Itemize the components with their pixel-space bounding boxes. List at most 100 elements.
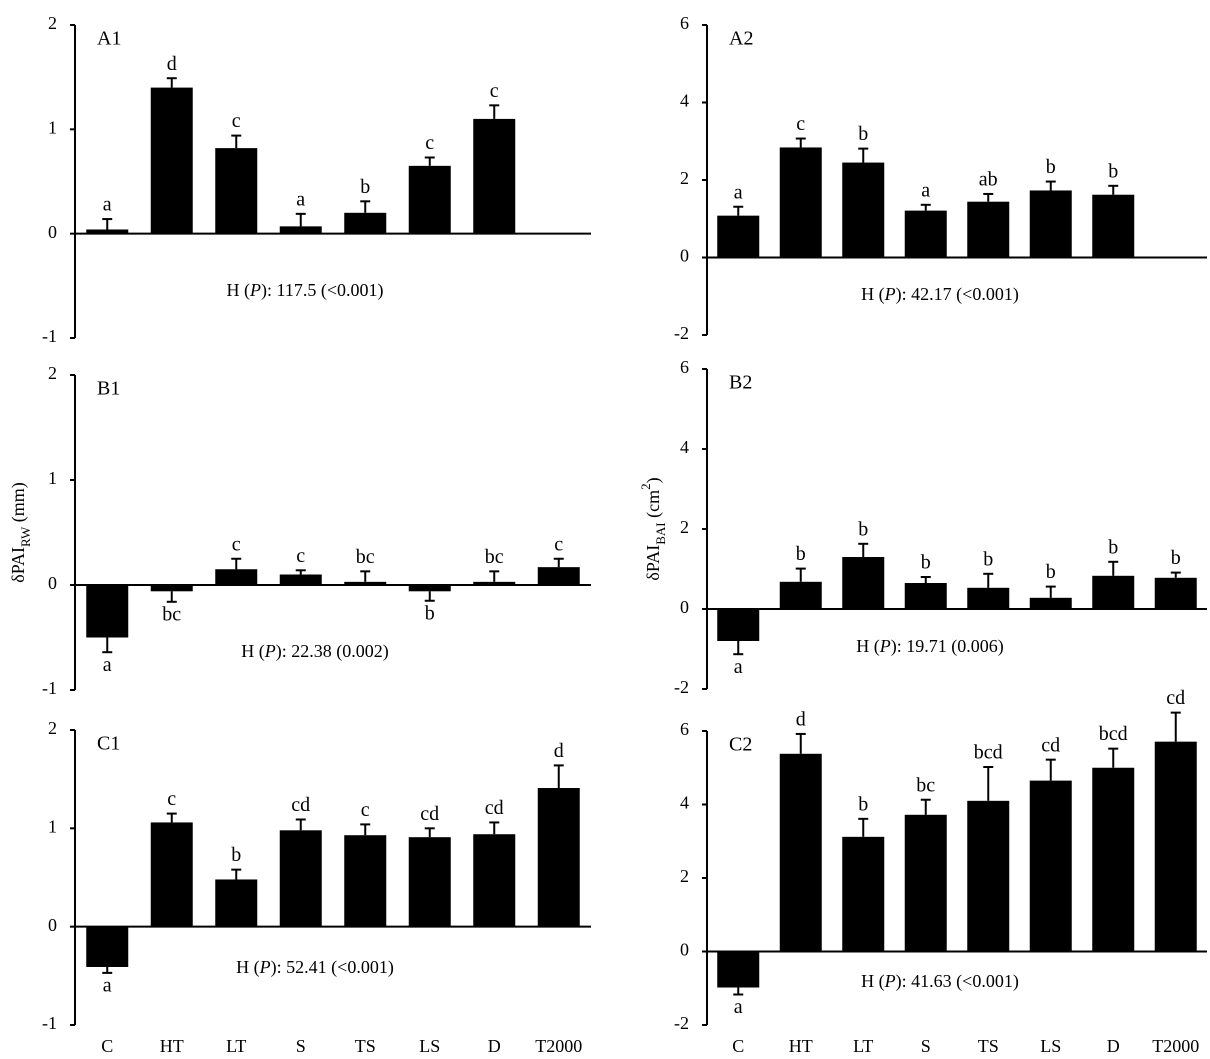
significance-letter: c	[554, 533, 563, 555]
bar	[842, 557, 885, 609]
x-tick-label: T2000	[1152, 1036, 1199, 1056]
panel-label: A2	[729, 28, 753, 50]
x-tick-label: S	[921, 1036, 931, 1056]
panel-label: C1	[97, 733, 120, 755]
bar	[717, 609, 760, 641]
significance-letter: ab	[979, 169, 998, 191]
significance-letter: c	[232, 533, 241, 555]
significance-letter: bc	[916, 774, 935, 796]
y-tick-label: 2	[680, 866, 689, 886]
y-axis-label: δPAIBAI (cm2)	[638, 477, 668, 580]
significance-letter: b	[425, 602, 435, 624]
stat-text: H (P): 22.38 (0.002)	[241, 641, 388, 662]
bar	[408, 585, 451, 592]
y-tick-label: 4	[680, 437, 689, 457]
y-tick-label: 6	[680, 13, 689, 33]
y-tick-label: -2	[674, 677, 689, 697]
bar	[779, 753, 822, 952]
stat-part: P	[884, 284, 896, 304]
significance-letter: a	[103, 974, 112, 996]
bar	[215, 569, 258, 585]
bar	[150, 822, 193, 927]
significance-letter: c	[796, 113, 805, 135]
x-tick-label: LT	[853, 1036, 873, 1056]
x-tick-label: LS	[1040, 1036, 1061, 1056]
y-tick-label: 6	[680, 357, 689, 377]
x-tick-label: LT	[226, 1036, 246, 1056]
y-tick-label: 0	[680, 597, 689, 617]
bar	[279, 226, 322, 234]
significance-letter: cd	[420, 803, 439, 825]
bar	[1154, 741, 1197, 952]
stat-part: H (	[236, 957, 260, 978]
significance-letter: a	[734, 181, 743, 203]
y-axis-label-part: )	[643, 477, 664, 483]
y-tick-label: -1	[42, 1013, 57, 1033]
bar	[344, 835, 387, 927]
bar	[1029, 780, 1072, 952]
bar	[904, 814, 947, 952]
x-tick-label: C	[101, 1036, 113, 1056]
x-tick-label: HT	[789, 1036, 813, 1056]
significance-letter: a	[296, 188, 305, 210]
significance-letter: b	[858, 518, 868, 540]
y-tick-label: 0	[680, 940, 689, 960]
x-tick-label: TS	[978, 1036, 999, 1056]
stat-part: ): 42.17 (<0.001)	[896, 284, 1019, 305]
stat-part: H (	[241, 641, 265, 662]
bar	[717, 951, 760, 988]
x-tick-label: C	[732, 1036, 744, 1056]
bar	[779, 147, 822, 258]
bar	[904, 210, 947, 258]
significance-letter: c	[425, 132, 434, 154]
significance-letter: b	[983, 548, 993, 570]
bar	[842, 836, 885, 952]
bar	[86, 585, 129, 638]
y-tick-label: 2	[680, 517, 689, 537]
significance-letter: b	[921, 552, 931, 574]
y-axis-label-part: δPAI	[643, 545, 663, 581]
stat-part: P	[264, 641, 276, 661]
y-tick-label: -2	[674, 1013, 689, 1033]
y-tick-label: -2	[674, 323, 689, 343]
significance-letter: cd	[1166, 687, 1185, 709]
y-tick-label: 1	[48, 468, 57, 488]
x-tick-label: HT	[160, 1036, 184, 1056]
significance-letter: c	[167, 788, 176, 810]
significance-letter: a	[103, 194, 112, 216]
y-tick-label: -1	[42, 326, 57, 346]
y-axis-label-part: BAI	[653, 522, 668, 544]
bar	[967, 587, 1010, 609]
stat-part: P	[249, 280, 261, 300]
stat-text: H (P): 41.63 (<0.001)	[861, 971, 1019, 992]
y-tick-label: 0	[680, 246, 689, 266]
significance-letter: b	[231, 844, 241, 866]
y-tick-label: 6	[680, 719, 689, 739]
x-tick-label: D	[1107, 1036, 1120, 1056]
significance-letter: a	[734, 656, 743, 678]
bar	[537, 567, 580, 585]
y-axis-label-part: (cm	[643, 490, 664, 522]
bar	[86, 926, 129, 967]
significance-letter: bc	[356, 546, 375, 568]
bar	[1154, 577, 1197, 609]
panel-label: B1	[97, 378, 120, 400]
significance-letter: b	[1046, 156, 1056, 178]
panel-label: C2	[729, 734, 752, 756]
stat-part: H (	[856, 636, 880, 657]
bar	[215, 879, 258, 927]
significance-letter: bc	[485, 546, 504, 568]
stat-part: ): 117.5 (<0.001)	[261, 280, 383, 301]
bar	[215, 148, 258, 234]
significance-letter: c	[361, 799, 370, 821]
significance-letter: a	[734, 996, 743, 1018]
significance-letter: b	[1108, 160, 1118, 182]
y-axis-label-part: δPAI	[8, 547, 28, 583]
stat-text: H (P): 19.71 (0.006)	[856, 636, 1003, 657]
y-axis-label-part: (mm)	[8, 482, 29, 527]
y-tick-label: 2	[48, 718, 57, 738]
bar	[279, 574, 322, 585]
bar	[967, 800, 1010, 952]
significance-letter: c	[296, 545, 305, 567]
significance-letter: bcd	[1099, 723, 1128, 745]
